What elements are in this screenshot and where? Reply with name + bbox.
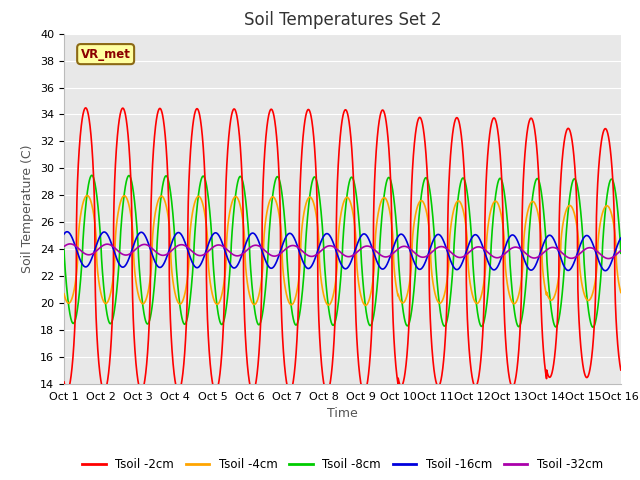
Y-axis label: Soil Temperature (C): Soil Temperature (C): [22, 144, 35, 273]
Legend: Tsoil -2cm, Tsoil -4cm, Tsoil -8cm, Tsoil -16cm, Tsoil -32cm: Tsoil -2cm, Tsoil -4cm, Tsoil -8cm, Tsoi…: [77, 454, 607, 476]
Title: Soil Temperatures Set 2: Soil Temperatures Set 2: [244, 11, 441, 29]
X-axis label: Time: Time: [327, 407, 358, 420]
Text: VR_met: VR_met: [81, 48, 131, 60]
